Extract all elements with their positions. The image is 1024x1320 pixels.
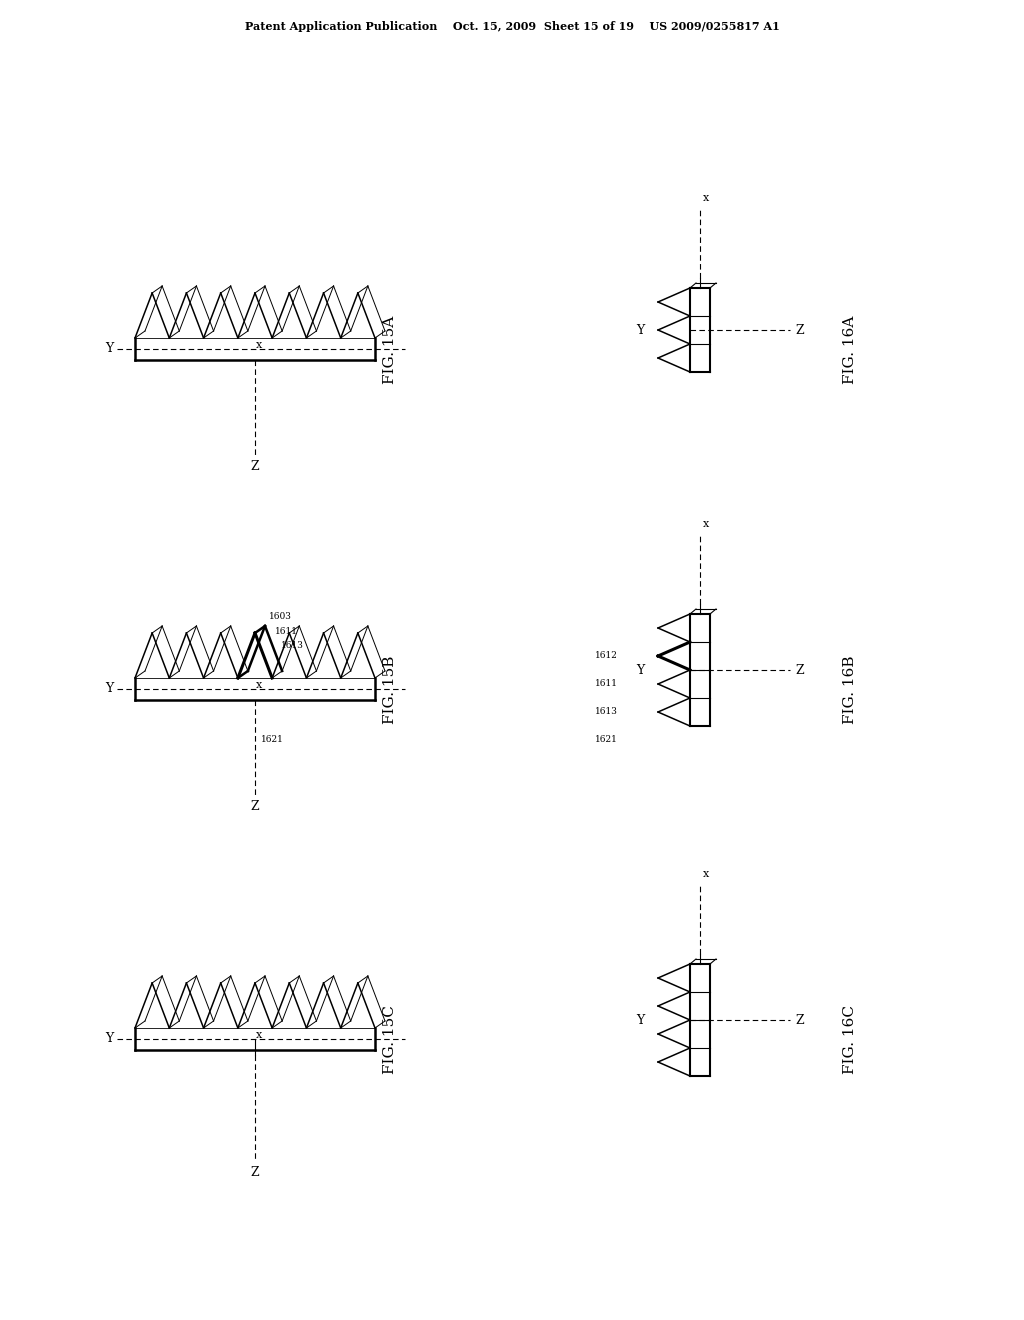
Text: 1613: 1613 — [595, 708, 617, 717]
Text: FIG. 16A: FIG. 16A — [843, 315, 857, 384]
Text: Patent Application Publication    Oct. 15, 2009  Sheet 15 of 19    US 2009/02558: Patent Application Publication Oct. 15, … — [245, 21, 779, 33]
Text: 1612: 1612 — [595, 652, 617, 660]
Text: 1603: 1603 — [269, 612, 292, 620]
Text: x: x — [256, 341, 262, 350]
Text: Z: Z — [251, 800, 259, 813]
Text: x: x — [703, 193, 710, 203]
Text: Y: Y — [104, 682, 113, 696]
Text: FIG. 15C: FIG. 15C — [383, 1006, 397, 1074]
Text: x: x — [703, 519, 710, 529]
Text: FIG. 15B: FIG. 15B — [383, 656, 397, 725]
Text: Z: Z — [796, 1014, 804, 1027]
Text: FIG. 15A: FIG. 15A — [383, 315, 397, 384]
Text: Z: Z — [796, 664, 804, 676]
Text: 1611: 1611 — [275, 627, 298, 636]
Text: FIG. 16B: FIG. 16B — [843, 656, 857, 725]
Text: 1613: 1613 — [281, 642, 304, 649]
Text: Z: Z — [251, 461, 259, 474]
Text: Y: Y — [636, 323, 644, 337]
Text: Y: Y — [636, 664, 644, 676]
Text: Z: Z — [796, 323, 804, 337]
Text: 1621: 1621 — [261, 735, 284, 744]
Text: FIG. 16C: FIG. 16C — [843, 1006, 857, 1074]
Text: x: x — [703, 869, 710, 879]
Text: 1621: 1621 — [595, 735, 617, 744]
Text: x: x — [256, 680, 262, 690]
Text: Y: Y — [636, 1014, 644, 1027]
Text: 1611: 1611 — [595, 680, 618, 689]
Text: Y: Y — [104, 342, 113, 355]
Text: x: x — [256, 1030, 262, 1040]
Text: Z: Z — [251, 1166, 259, 1179]
Text: Y: Y — [104, 1032, 113, 1045]
